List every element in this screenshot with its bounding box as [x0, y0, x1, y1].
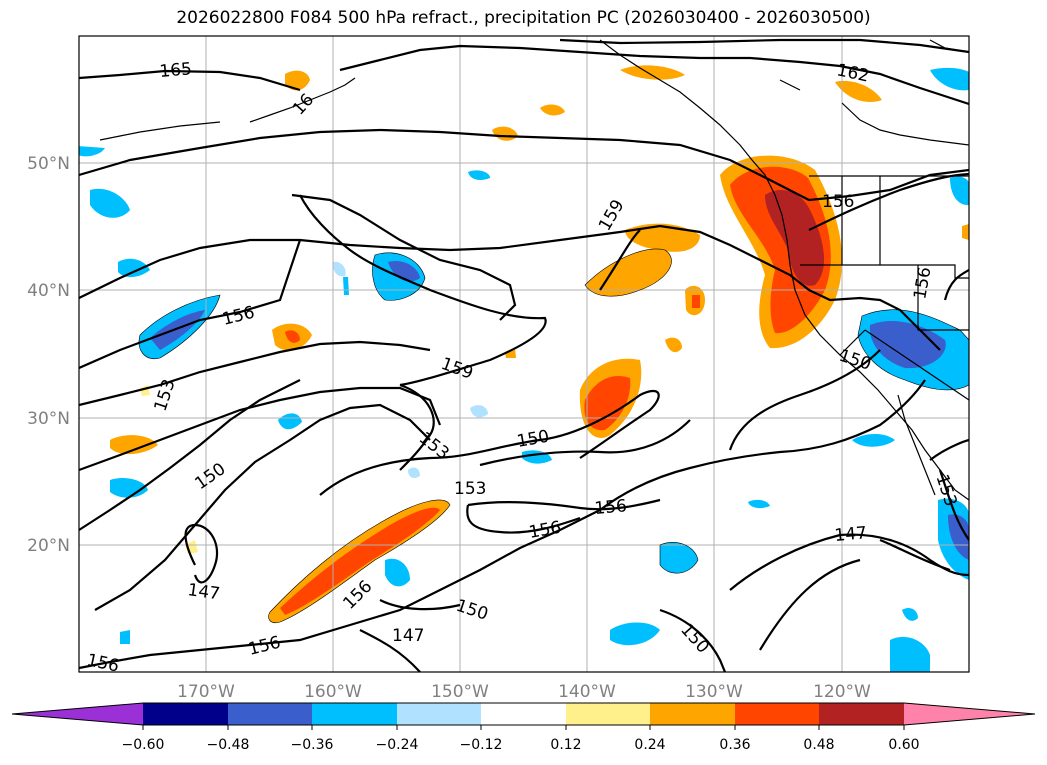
refractivity-contours — [79, 38, 969, 672]
colorbar-segment — [819, 703, 904, 725]
coastlines — [99, 39, 969, 501]
lon-label-170w: 170°W — [177, 682, 235, 702]
contour-label: 147 — [186, 580, 221, 604]
colorbar-segment — [312, 703, 397, 725]
colorbar-segment — [735, 703, 819, 725]
positive-precip-shading — [110, 65, 969, 623]
lat-label-50n: 50°N — [27, 154, 70, 174]
negative-precip-shading — [79, 67, 969, 672]
lon-label-140w: 140°W — [558, 682, 616, 702]
lat-label-40n: 40°N — [27, 281, 70, 301]
colorbar-tick-label: 0.48 — [803, 737, 834, 753]
colorbar-segment — [228, 703, 312, 725]
longitude-labels: 170°W 160°W 150°W 140°W 130°W 120°W — [177, 682, 871, 702]
colorbar-ticks — [142, 725, 905, 730]
contour-label: 147 — [392, 626, 424, 646]
colorbar-segment — [650, 703, 735, 725]
lon-label-150w: 150°W — [431, 682, 489, 702]
map-plot-area: 165 162 16 159 156 156 156 159 153 153 1… — [79, 36, 969, 676]
contour-label: 147 — [834, 523, 868, 546]
plot-frame — [78, 35, 970, 673]
colorbar: −0.60 −0.48 −0.36 −0.24 −0.12 0.12 0.24 … — [11, 702, 1036, 753]
colorbar-segment — [397, 703, 481, 725]
lat-label-20n: 20°N — [27, 536, 70, 556]
latitude-labels: 50°N 40°N 30°N 20°N — [27, 154, 70, 556]
lon-label-130w: 130°W — [685, 682, 743, 702]
contour-label: 156 — [594, 496, 628, 519]
contour-label: 153 — [454, 479, 486, 499]
colorbar-tick-label: 0.24 — [634, 737, 665, 753]
colorbar-tick-label: −0.12 — [460, 737, 503, 753]
colorbar-tick-label: 0.60 — [888, 737, 919, 753]
colorbar-segment — [143, 703, 228, 725]
colorbar-tick-label: −0.60 — [122, 737, 165, 753]
colorbar-tick-label: 0.36 — [719, 737, 750, 753]
colorbar-segment — [481, 703, 566, 725]
colorbar-extend-high — [904, 703, 1035, 725]
lon-label-160w: 160°W — [304, 682, 362, 702]
contour-label: 156 — [85, 650, 121, 676]
shading-outlines — [138, 248, 969, 623]
colorbar-extend-low — [12, 703, 143, 725]
colorbar-segment — [566, 703, 650, 725]
lat-label-30n: 30°N — [27, 409, 70, 429]
colorbar-tick-label: −0.48 — [207, 737, 250, 753]
map-title: 2026022800 F084 500 hPa refract., precip… — [176, 8, 871, 28]
colorbar-tick-label: −0.36 — [291, 737, 334, 753]
colorbar-tick-label: 0.12 — [550, 737, 581, 753]
lon-label-120w: 120°W — [813, 682, 871, 702]
colorbar-tick-label: −0.24 — [376, 737, 419, 753]
contour-label: 165 — [159, 59, 193, 82]
contour-label: 156 — [822, 192, 854, 212]
